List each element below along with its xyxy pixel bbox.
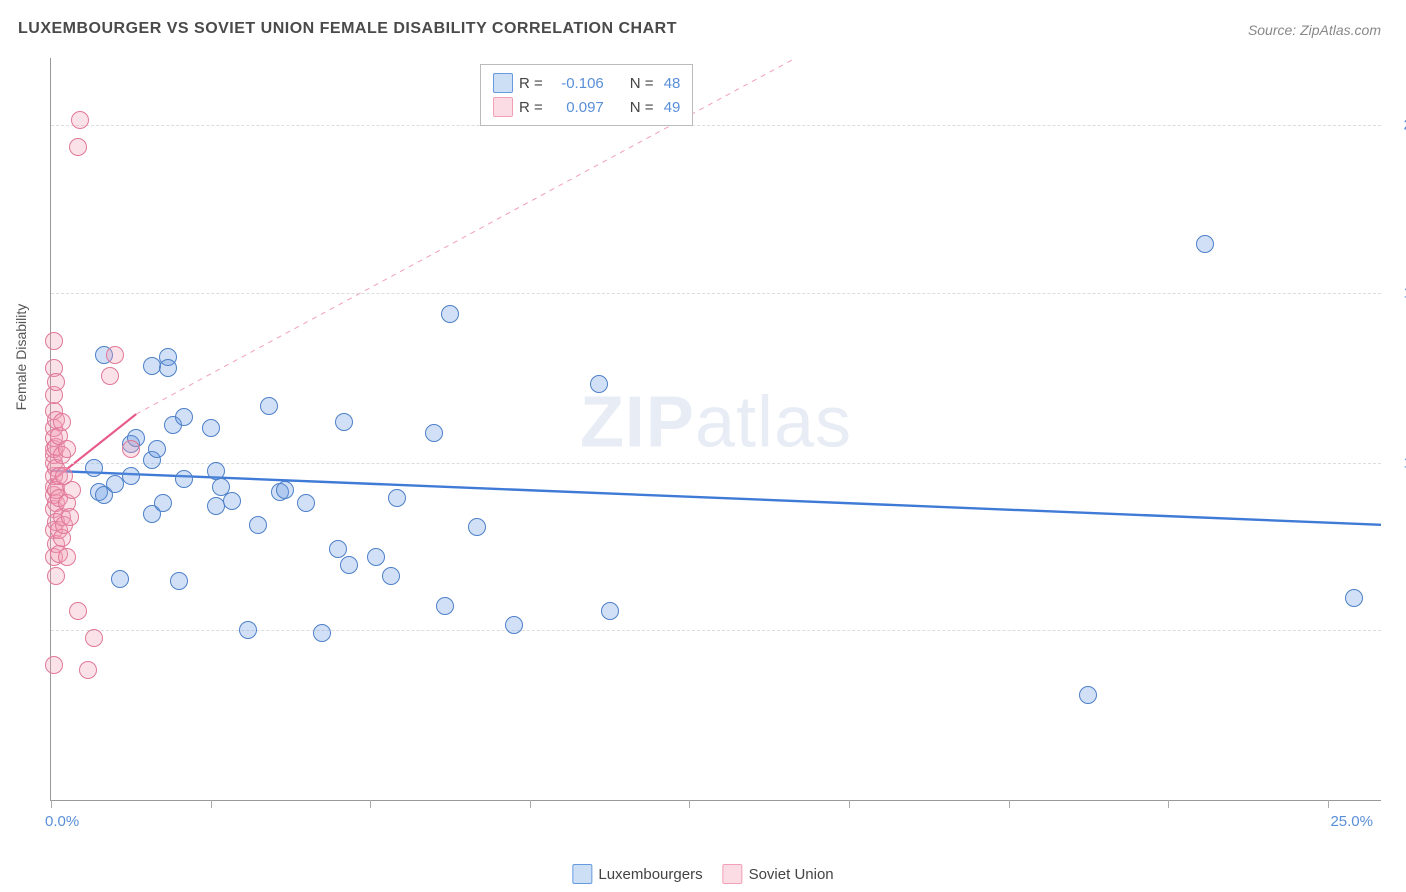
plot-area: Female Disability ZIPatlas 6.3%12.5%18.8…: [50, 58, 1381, 801]
x-tick: [689, 800, 690, 808]
data-point: [329, 540, 347, 558]
data-point: [313, 624, 331, 642]
legend-n-value: 48: [660, 75, 681, 92]
data-point: [71, 111, 89, 129]
x-label-max: 25.0%: [1330, 813, 1373, 830]
legend-stats-row: R = -0.106 N = 48: [493, 71, 680, 95]
data-point: [106, 346, 124, 364]
x-tick: [1328, 800, 1329, 808]
data-point: [382, 567, 400, 585]
grid-line: [51, 125, 1381, 126]
watermark-bold: ZIP: [580, 382, 695, 462]
x-label-min: 0.0%: [45, 813, 79, 830]
data-point: [367, 548, 385, 566]
trend-overlay: [51, 58, 1381, 800]
legend-stats: R = -0.106 N = 48 R = 0.097 N = 49: [480, 64, 693, 126]
data-point: [276, 481, 294, 499]
watermark: ZIPatlas: [580, 381, 852, 463]
legend-n-value: 49: [660, 99, 681, 116]
data-point: [47, 567, 65, 585]
data-point: [63, 481, 81, 499]
y-tick-label: 6.3%: [1391, 622, 1406, 639]
legend-r-value: -0.106: [549, 75, 604, 92]
legend-series-label: Soviet Union: [749, 866, 834, 883]
data-point: [122, 440, 140, 458]
data-point: [223, 492, 241, 510]
data-point: [335, 413, 353, 431]
grid-line: [51, 463, 1381, 464]
x-tick: [51, 800, 52, 808]
y-axis-title: Female Disability: [13, 304, 29, 411]
data-point: [61, 508, 79, 526]
trend-line: [136, 58, 796, 414]
data-point: [340, 556, 358, 574]
grid-line: [51, 293, 1381, 294]
x-tick: [1009, 800, 1010, 808]
legend-swatch: [572, 864, 592, 884]
data-point: [45, 656, 63, 674]
data-point: [1196, 235, 1214, 253]
legend-n-label: N =: [630, 75, 654, 92]
trend-line: [51, 471, 1381, 525]
y-tick-label: 18.8%: [1391, 284, 1406, 301]
data-point: [69, 138, 87, 156]
legend-series-label: Luxembourgers: [598, 866, 702, 883]
data-point: [170, 572, 188, 590]
data-point: [1345, 589, 1363, 607]
y-tick-label: 25.0%: [1391, 117, 1406, 134]
data-point: [1079, 686, 1097, 704]
data-point: [69, 602, 87, 620]
chart-title: LUXEMBOURGER VS SOVIET UNION FEMALE DISA…: [18, 20, 677, 38]
legend-r-label: R =: [519, 75, 543, 92]
data-point: [505, 616, 523, 634]
x-tick: [211, 800, 212, 808]
data-point: [58, 548, 76, 566]
data-point: [53, 413, 71, 431]
legend-r-value: 0.097: [549, 99, 604, 116]
data-point: [297, 494, 315, 512]
data-point: [468, 518, 486, 536]
data-point: [249, 516, 267, 534]
data-point: [590, 375, 608, 393]
watermark-light: atlas: [695, 382, 852, 462]
data-point: [239, 621, 257, 639]
data-point: [47, 373, 65, 391]
data-point: [58, 440, 76, 458]
data-point: [175, 408, 193, 426]
data-point: [122, 467, 140, 485]
source-label: Source: ZipAtlas.com: [1248, 22, 1381, 38]
data-point: [388, 489, 406, 507]
legend-swatch: [493, 73, 513, 93]
data-point: [260, 397, 278, 415]
legend-r-label: R =: [519, 99, 543, 116]
x-tick: [1168, 800, 1169, 808]
data-point: [45, 332, 63, 350]
data-point: [601, 602, 619, 620]
data-point: [79, 661, 97, 679]
data-point: [425, 424, 443, 442]
data-point: [159, 359, 177, 377]
data-point: [154, 494, 172, 512]
data-point: [148, 440, 166, 458]
legend-n-label: N =: [630, 99, 654, 116]
legend-series: Luxembourgers Soviet Union: [572, 864, 833, 884]
legend-swatch: [723, 864, 743, 884]
data-point: [175, 470, 193, 488]
legend-stats-row: R = 0.097 N = 49: [493, 95, 680, 119]
data-point: [101, 367, 119, 385]
data-point: [111, 570, 129, 588]
x-tick: [530, 800, 531, 808]
x-tick: [370, 800, 371, 808]
data-point: [85, 629, 103, 647]
data-point: [202, 419, 220, 437]
y-tick-label: 12.5%: [1391, 454, 1406, 471]
x-tick: [849, 800, 850, 808]
legend-swatch: [493, 97, 513, 117]
data-point: [85, 459, 103, 477]
chart-container: LUXEMBOURGER VS SOVIET UNION FEMALE DISA…: [0, 0, 1406, 892]
data-point: [436, 597, 454, 615]
legend-series-item: Luxembourgers: [572, 864, 702, 884]
data-point: [441, 305, 459, 323]
legend-series-item: Soviet Union: [723, 864, 834, 884]
